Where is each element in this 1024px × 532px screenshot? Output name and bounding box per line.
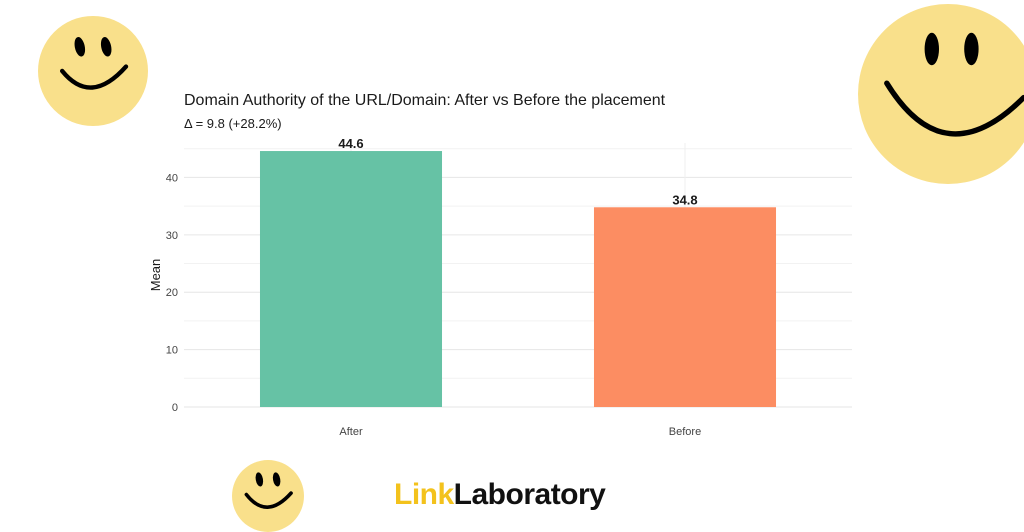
link-laboratory-logo: LinkLaboratory bbox=[394, 478, 606, 512]
logo-part-laboratory: Laboratory bbox=[453, 478, 606, 511]
x-tick-label: Before bbox=[669, 426, 701, 438]
y-tick-label: 10 bbox=[166, 345, 178, 357]
bar-layer bbox=[259, 151, 777, 407]
logo-part-link: Link bbox=[394, 478, 454, 511]
smiley-face-icon bbox=[858, 4, 1024, 184]
bar-value-label: 44.6 bbox=[338, 136, 363, 151]
bar-after bbox=[259, 151, 443, 407]
y-tick-label: 40 bbox=[166, 172, 178, 184]
bar-value-label: 34.8 bbox=[672, 192, 697, 207]
y-axis-label: Mean bbox=[148, 259, 163, 292]
y-tick-label: 0 bbox=[172, 402, 178, 414]
y-tick-label: 20 bbox=[166, 287, 178, 299]
chart-title: Domain Authority of the URL/Domain: Afte… bbox=[184, 92, 666, 109]
x-tick-label: After bbox=[339, 426, 363, 438]
smiley-face-icon bbox=[38, 16, 148, 126]
text-layer: 0 10 20 30 40 44.6 After 34.8 Before Mean bbox=[148, 136, 701, 438]
y-tick-label: 30 bbox=[166, 230, 178, 242]
chart-subtitle: Δ = 9.8 (+28.2%) bbox=[184, 116, 282, 131]
bar-before bbox=[593, 207, 777, 407]
smiley-face-icon bbox=[232, 460, 304, 532]
